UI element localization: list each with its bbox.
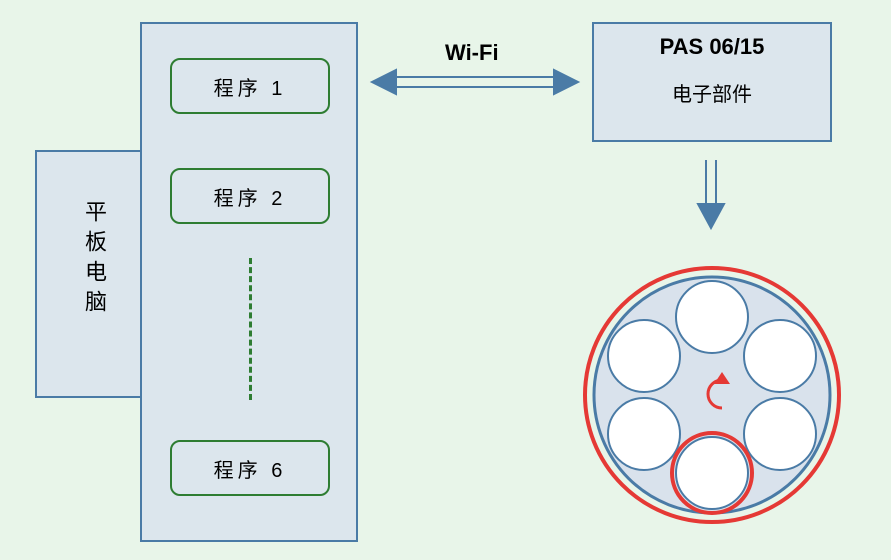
turret-diagram xyxy=(0,0,891,560)
